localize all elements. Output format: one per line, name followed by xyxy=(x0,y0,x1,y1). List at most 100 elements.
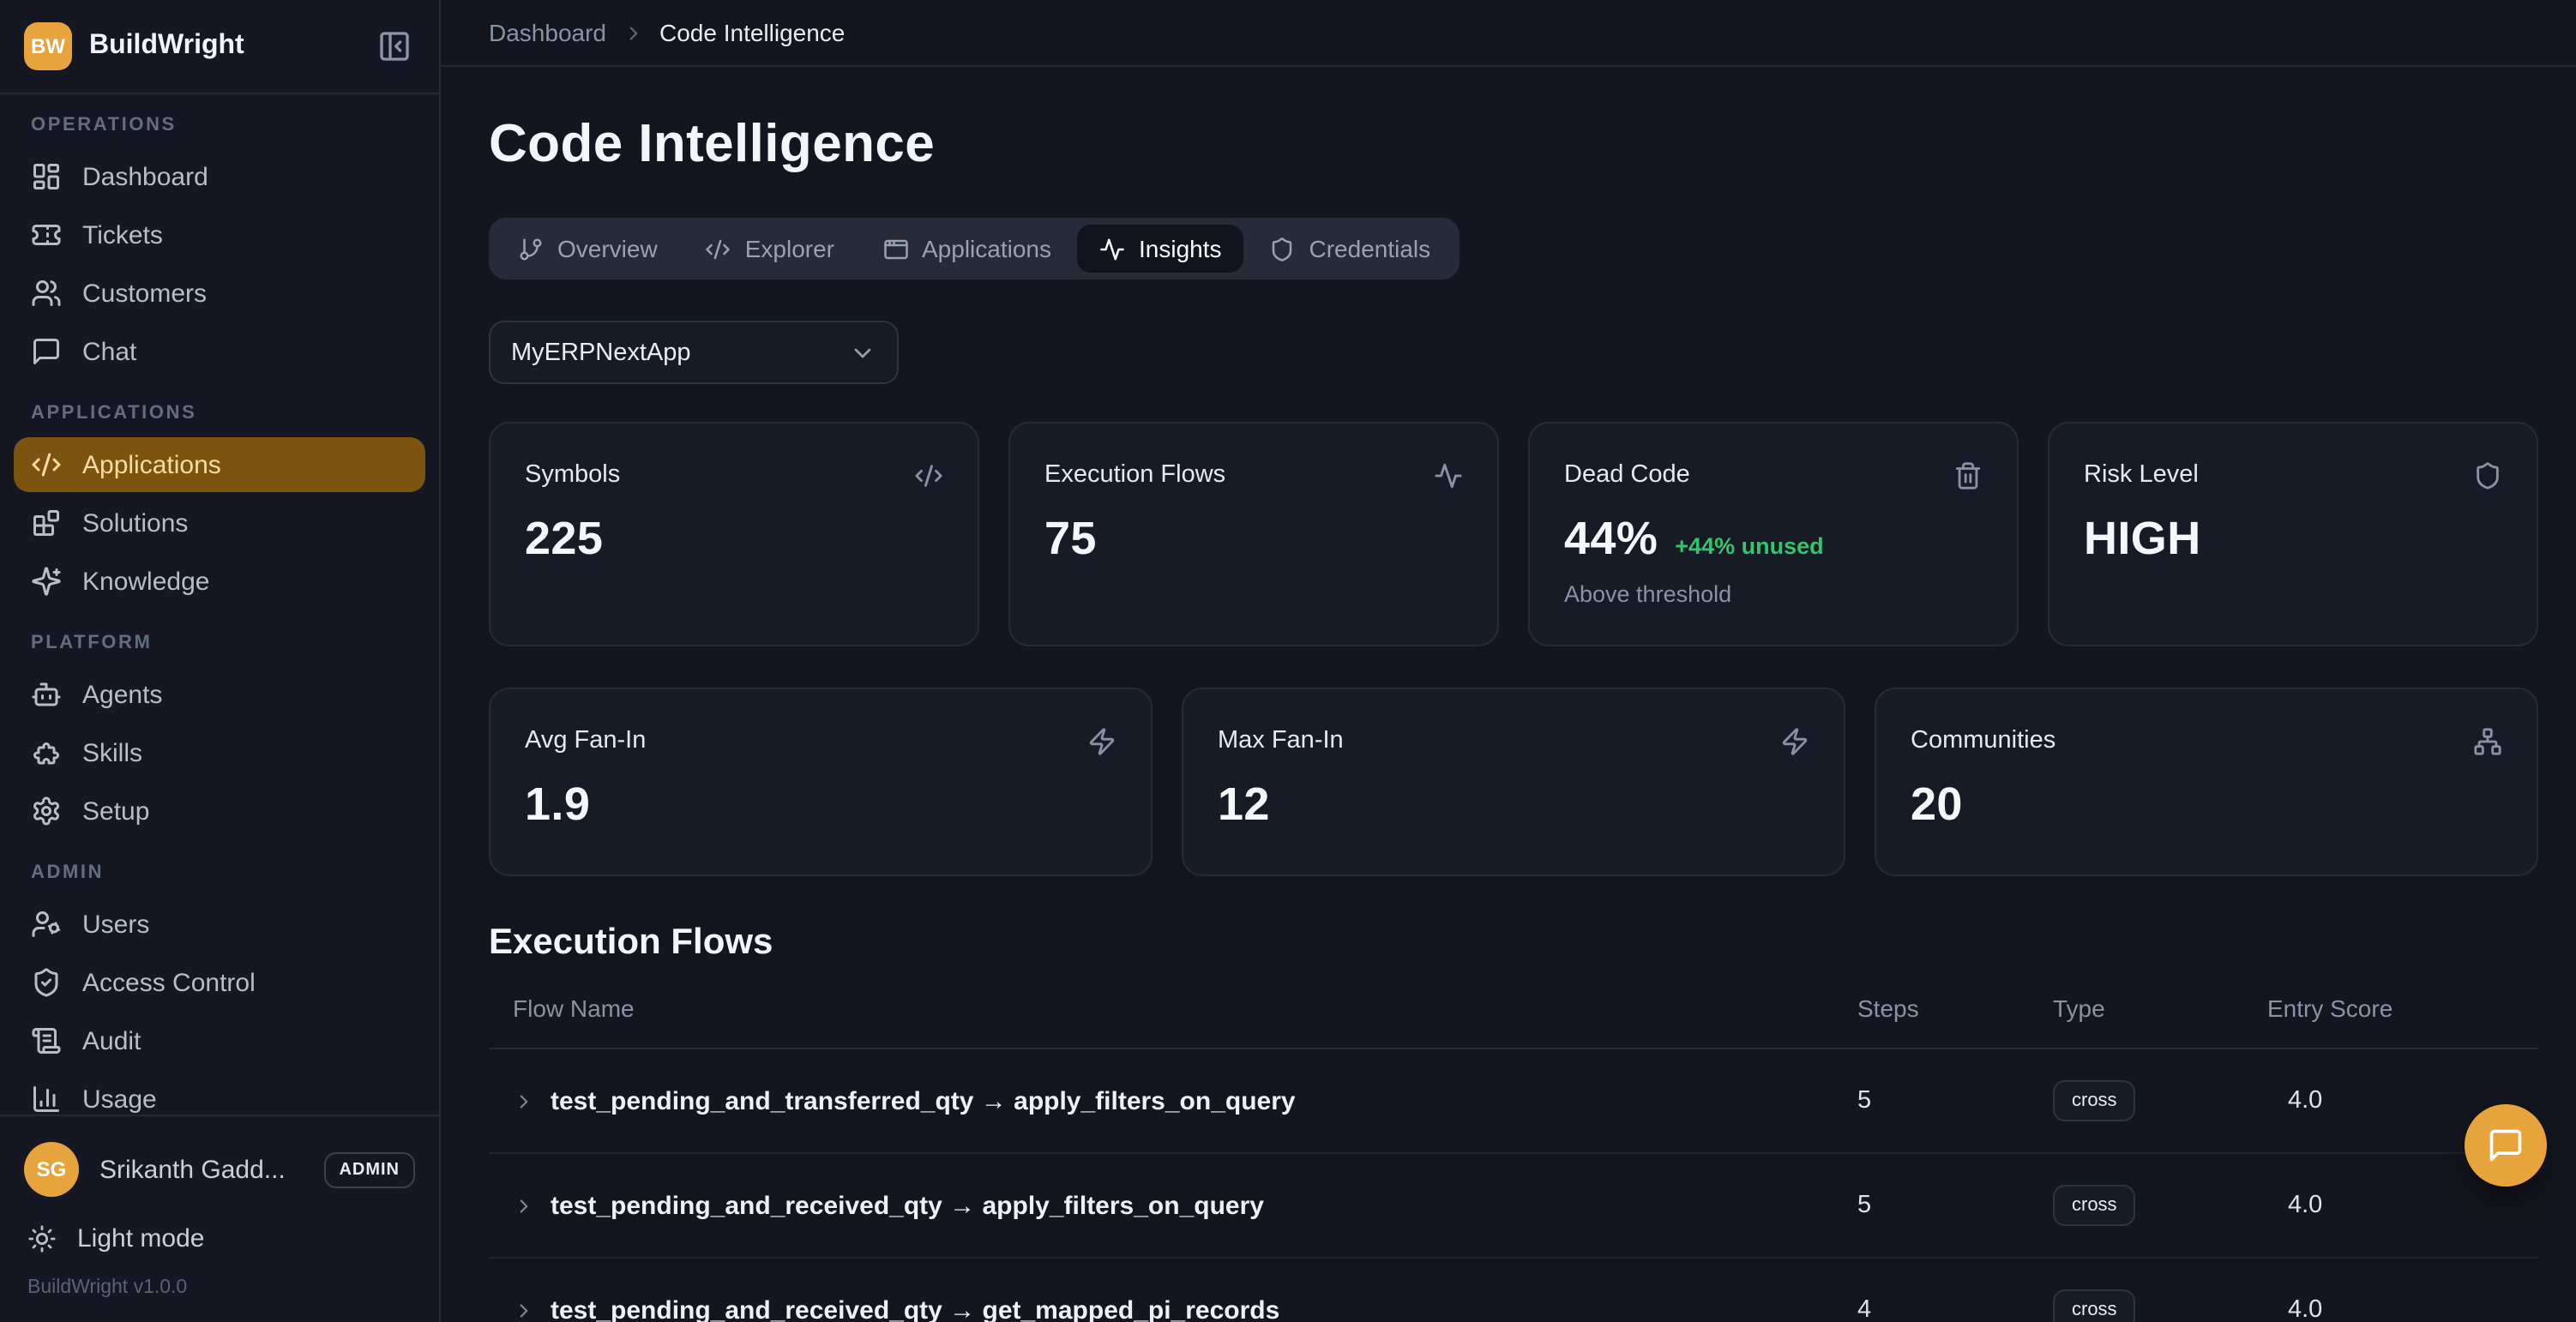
sidebar-item-label: Knowledge xyxy=(82,567,209,596)
page-content: Code Intelligence Overview Explorer Appl… xyxy=(441,67,2576,1322)
sidebar-item-solutions[interactable]: Solutions xyxy=(14,496,425,550)
flow-type: cross xyxy=(2053,1185,2267,1226)
sidebar-item-label: Agents xyxy=(82,680,162,709)
stat-value: 20 xyxy=(1911,778,1963,832)
sidebar-item-tickets[interactable]: Tickets xyxy=(14,207,425,262)
tab-insights[interactable]: Insights xyxy=(1077,225,1244,273)
avatar: SG xyxy=(24,1142,79,1197)
stat-value: HIGH xyxy=(2084,513,2201,566)
sidebar-item-users[interactable]: Users xyxy=(14,897,425,952)
sidebar-item-usage[interactable]: Usage xyxy=(14,1072,425,1115)
type-badge: cross xyxy=(2053,1289,2136,1322)
shield-check-icon xyxy=(31,967,62,998)
sidebar-item-knowledge[interactable]: Knowledge xyxy=(14,554,425,609)
sidebar-item-audit[interactable]: Audit xyxy=(14,1013,425,1068)
chevron-right-icon[interactable] xyxy=(513,1194,535,1217)
sidebar-item-setup[interactable]: Setup xyxy=(14,784,425,838)
sidebar-item-label: Setup xyxy=(82,796,149,826)
stat-card-communities: Communities 20 xyxy=(1875,688,2538,876)
app-window-icon xyxy=(882,236,908,261)
stat-card-max-fan-in: Max Fan-In 12 xyxy=(1182,688,1845,876)
chevron-right-icon[interactable] xyxy=(513,1090,535,1112)
stat-note: Above threshold xyxy=(1564,581,1983,607)
stat-label: Avg Fan-In xyxy=(525,727,646,754)
theme-toggle-label: Light mode xyxy=(77,1224,204,1253)
user-name: Srikanth Gadd... xyxy=(99,1155,303,1184)
sidebar-item-skills[interactable]: Skills xyxy=(14,725,425,780)
flow-entry-score: 4.0 xyxy=(2267,1192,2538,1219)
nav-section-operations: OPERATIONS Dashboard Tickets Customers C… xyxy=(14,115,425,379)
ticket-icon xyxy=(31,219,62,250)
page-title: Code Intelligence xyxy=(489,111,2538,177)
users-icon xyxy=(31,278,62,309)
network-icon xyxy=(2473,727,2502,756)
flow-steps: 5 xyxy=(1857,1087,2053,1115)
nav-section-applications: APPLICATIONS Applications Solutions Know… xyxy=(14,403,425,609)
app-logo: BW xyxy=(24,22,72,70)
app-name: BuildWright xyxy=(89,31,357,62)
chat-fab-button[interactable] xyxy=(2465,1104,2547,1187)
sidebar-item-label: Solutions xyxy=(82,508,188,538)
sidebar-item-label: Audit xyxy=(82,1026,141,1055)
sidebar-item-chat[interactable]: Chat xyxy=(14,324,425,379)
stat-label: Dead Code xyxy=(1564,461,1690,489)
stats-row-2: Avg Fan-In 1.9 Max Fan-In 12 Communities xyxy=(489,688,2538,876)
trash-icon xyxy=(1953,461,1983,490)
tab-applications[interactable]: Applications xyxy=(860,225,1074,273)
sidebar-item-agents[interactable]: Agents xyxy=(14,667,425,722)
stats-row-1: Symbols 225 Execution Flows 75 Dead Code xyxy=(489,422,2538,646)
theme-toggle[interactable]: Light mode xyxy=(24,1224,415,1253)
main-area: Dashboard Code Intelligence Code Intelli… xyxy=(441,0,2576,1322)
sidebar-item-label: Skills xyxy=(82,738,142,767)
flow-entry-score: 4.0 xyxy=(2267,1296,2538,1322)
bot-icon xyxy=(31,679,62,710)
activity-icon xyxy=(1434,461,1463,490)
sidebar-item-dashboard[interactable]: Dashboard xyxy=(14,149,425,204)
stat-value: 12 xyxy=(1218,778,1270,832)
sidebar-item-applications[interactable]: Applications xyxy=(14,437,425,492)
stat-label: Execution Flows xyxy=(1044,461,1225,489)
stat-label: Risk Level xyxy=(2084,461,2199,489)
breadcrumb-current: Code Intelligence xyxy=(659,19,845,46)
section-label-operations: OPERATIONS xyxy=(31,115,408,135)
flow-name: test_pending_and_transferred_qty → apply… xyxy=(551,1086,1296,1115)
sidebar-item-label: Tickets xyxy=(82,220,163,249)
tab-overview[interactable]: Overview xyxy=(496,225,680,273)
table-header: Flow Name Steps Type Entry Score xyxy=(489,965,2538,1049)
flow-name: test_pending_and_received_qty → get_mapp… xyxy=(551,1295,1279,1322)
activity-icon xyxy=(1099,236,1125,261)
shield-icon xyxy=(1270,236,1296,261)
user-menu[interactable]: SG Srikanth Gadd... ADMIN xyxy=(24,1142,415,1197)
code-icon xyxy=(706,236,731,261)
table-row[interactable]: test_pending_and_received_qty → get_mapp… xyxy=(489,1259,2538,1322)
nav-section-admin: ADMIN Users Access Control Audit Usage xyxy=(14,862,425,1115)
column-header-type: Type xyxy=(2053,995,2267,1022)
app-selector-dropdown[interactable]: MyERPNextApp xyxy=(489,321,899,384)
message-square-icon xyxy=(2487,1127,2525,1164)
sidebar-item-customers[interactable]: Customers xyxy=(14,266,425,321)
sidebar-item-label: Users xyxy=(82,910,149,939)
tab-label: Overview xyxy=(557,235,658,262)
column-header-steps: Steps xyxy=(1857,995,2053,1022)
sidebar-item-label: Usage xyxy=(82,1085,157,1114)
stat-value: 225 xyxy=(525,513,603,566)
flow-steps: 4 xyxy=(1857,1296,2053,1322)
tab-explorer[interactable]: Explorer xyxy=(683,225,857,273)
tab-credentials[interactable]: Credentials xyxy=(1248,225,1454,273)
breadcrumb-dashboard[interactable]: Dashboard xyxy=(489,19,606,46)
sidebar-item-access-control[interactable]: Access Control xyxy=(14,955,425,1010)
puzzle-icon xyxy=(31,737,62,768)
chevron-right-icon[interactable] xyxy=(513,1299,535,1321)
sun-icon xyxy=(27,1224,57,1253)
table-row[interactable]: test_pending_and_transferred_qty → apply… xyxy=(489,1049,2538,1154)
stat-card-risk-level: Risk Level HIGH xyxy=(2048,422,2538,646)
tab-label: Explorer xyxy=(745,235,834,262)
git-branch-icon xyxy=(518,236,544,261)
section-label-admin: ADMIN xyxy=(31,862,408,883)
panel-left-close-icon xyxy=(377,29,412,63)
stat-label: Symbols xyxy=(525,461,620,489)
sidebar-collapse-button[interactable] xyxy=(374,26,415,67)
code-icon xyxy=(31,449,62,480)
table-row[interactable]: test_pending_and_received_qty → apply_fi… xyxy=(489,1154,2538,1259)
type-badge: cross xyxy=(2053,1080,2136,1121)
